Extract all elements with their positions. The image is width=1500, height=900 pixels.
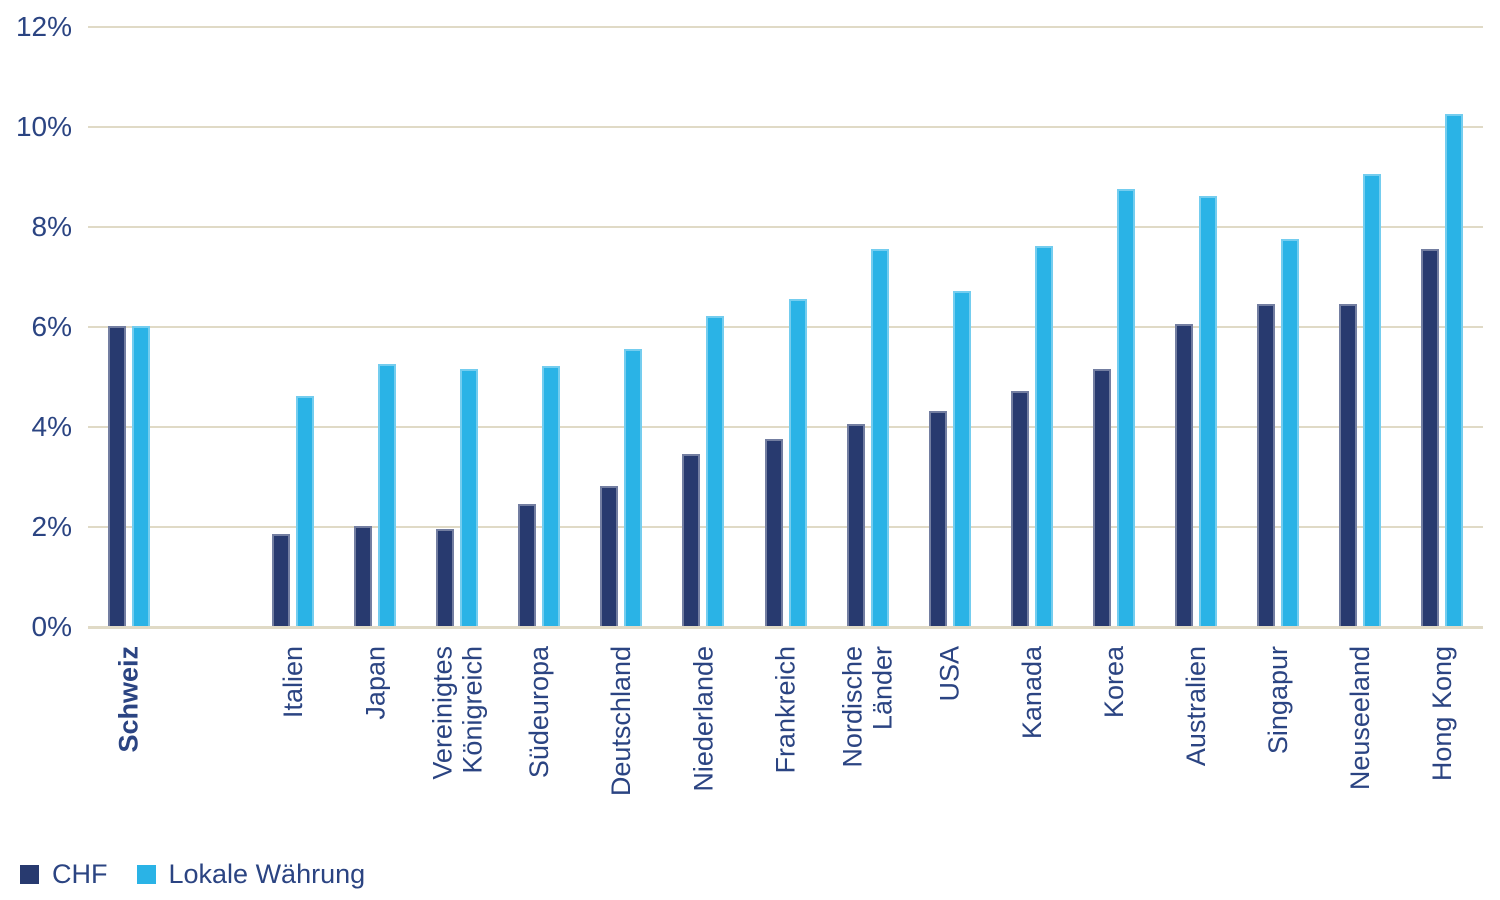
x-axis-label-schweiz: Schweiz [114, 646, 145, 753]
legend-label-lokale-waehrung: Lokale Währung [168, 859, 366, 889]
x-axis-label-nordische-l-nder: Nordische Länder [837, 646, 898, 768]
bar-chf-deutschland [600, 486, 619, 626]
x-axis-label-italien: Italien [278, 646, 309, 719]
bar-chf-hong-kong [1420, 248, 1439, 626]
bar-lokale-w-hrung-australien [1198, 196, 1217, 626]
gridline-4pct [88, 426, 1483, 428]
bar-chf-s-deuropa [518, 503, 537, 626]
bar-lokale-w-hrung-nordische-l-nder [870, 248, 889, 626]
bar-chf-nordische-l-nder [846, 423, 865, 626]
x-axis-label-s-deuropa: Südeuropa [524, 646, 555, 779]
legend-swatch-lokale-waehrung [136, 864, 156, 884]
bar-lokale-w-hrung-schweiz [132, 326, 151, 626]
x-axis-label-neuseeland: Neuseeland [1344, 646, 1375, 791]
x-axis-label-usa: USA [934, 646, 965, 702]
y-axis-label: 8% [31, 211, 72, 242]
bar-lokale-w-hrung-s-deuropa [542, 366, 561, 626]
bar-lokale-w-hrung-korea [1116, 188, 1135, 626]
bar-lokale-w-hrung-niederlande [706, 316, 725, 626]
bar-lokale-w-hrung-neuseeland [1362, 173, 1381, 626]
bar-lokale-w-hrung-kanada [1034, 246, 1053, 626]
x-axis-label-korea: Korea [1098, 646, 1129, 719]
y-axis-label: 12% [15, 11, 72, 42]
legend-swatch-chf [20, 864, 39, 884]
bar-chf-kanada [1010, 391, 1029, 626]
x-axis-label-deutschland: Deutschland [606, 646, 637, 797]
bar-lokale-w-hrung-singapur [1280, 238, 1299, 626]
y-axis-label: 4% [31, 411, 72, 442]
gridline-6pct [88, 326, 1483, 328]
gridline-12pct [88, 26, 1483, 28]
bar-lokale-w-hrung-deutschland [624, 348, 643, 626]
y-axis-label: 2% [31, 511, 72, 542]
gridline-10pct [88, 126, 1483, 128]
bar-chf-neuseeland [1338, 303, 1357, 626]
y-axis-label: 0% [31, 611, 72, 642]
bar-lokale-w-hrung-italien [296, 396, 315, 626]
bar-lokale-w-hrung-usa [952, 291, 971, 626]
bar-chf-italien [272, 533, 291, 626]
x-axis-label-australien: Australien [1180, 646, 1211, 767]
x-axis-label-frankreich: Frankreich [770, 646, 801, 774]
x-axis-label-hong-kong: Hong Kong [1426, 646, 1457, 782]
chart-legend: CHF Lokale Währung [20, 860, 365, 888]
bar-chf-frankreich [764, 438, 783, 626]
bar-chf-niederlande [682, 453, 701, 626]
bar-lokale-w-hrung-hong-kong [1444, 113, 1463, 626]
bar-chf-japan [354, 526, 373, 626]
bar-chf-usa [928, 411, 947, 626]
x-axis-label-singapur: Singapur [1262, 646, 1293, 755]
gridline-8pct [88, 226, 1483, 228]
x-axis-label-vereinigtes-k-nigreich: Vereinigtes Königreich [427, 646, 488, 780]
x-axis-label-kanada: Kanada [1016, 646, 1047, 740]
y-axis-label: 6% [31, 311, 72, 342]
gridline-2pct [88, 526, 1483, 528]
bar-lokale-w-hrung-frankreich [788, 298, 807, 626]
legend-label-chf: CHF [52, 859, 108, 889]
y-axis-label: 10% [15, 111, 72, 142]
bar-chf-singapur [1256, 303, 1275, 626]
bar-lokale-w-hrung-japan [378, 363, 397, 626]
bar-chf-vereinigtes-k-nigreich [436, 528, 455, 626]
x-axis-label-japan: Japan [360, 646, 391, 720]
x-axis-label-niederlande: Niederlande [688, 646, 719, 792]
bar-chf-schweiz [108, 326, 127, 626]
bar-lokale-w-hrung-vereinigtes-k-nigreich [460, 368, 479, 626]
bar-chf-korea [1092, 368, 1111, 626]
bar-chf-australien [1174, 323, 1193, 626]
gridline-0pct [88, 626, 1483, 629]
